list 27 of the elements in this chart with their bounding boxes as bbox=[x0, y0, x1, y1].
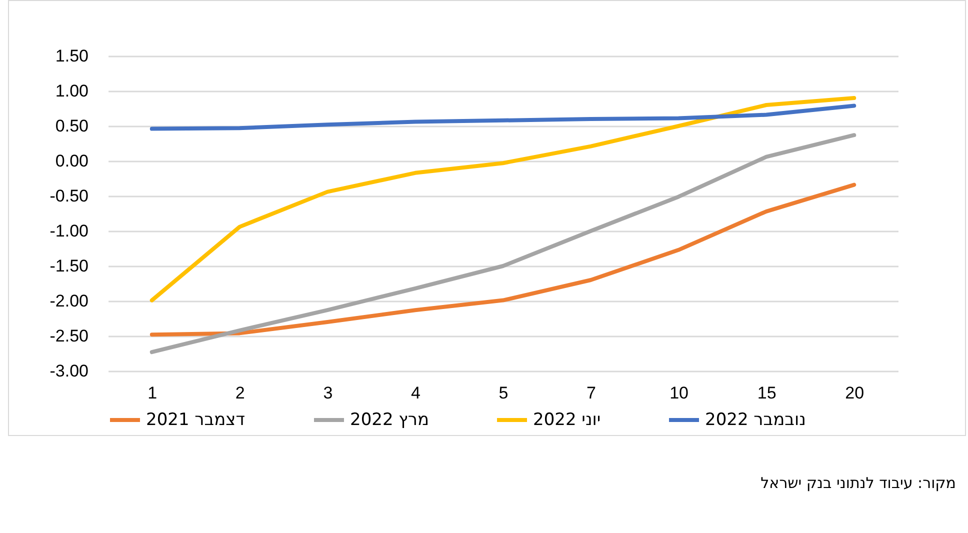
line-series bbox=[150, 96, 856, 302]
y-tick-label: 1.50 bbox=[55, 46, 88, 66]
y-tick-label: 1.00 bbox=[55, 82, 88, 100]
x-tick-label: 10 bbox=[670, 384, 689, 402]
line-series bbox=[150, 104, 856, 131]
legend-label: יוני 2022 bbox=[533, 410, 601, 430]
x-tick-label: 4 bbox=[410, 384, 420, 402]
line-series bbox=[150, 182, 856, 337]
text: מקור: עיבוד לנתוני בנק ישראל bbox=[760, 474, 956, 492]
x-tick-label: 7 bbox=[586, 384, 596, 402]
legend-label: דצמבר 2021 bbox=[146, 410, 246, 430]
x-tick-label: 5 bbox=[498, 384, 508, 402]
y-tick-label: -1.00 bbox=[50, 222, 88, 240]
x-tick-label: 1 bbox=[148, 384, 158, 402]
y-tick-label: -2.50 bbox=[50, 326, 88, 346]
y-tick-label: -3.00 bbox=[50, 362, 88, 380]
y-tick-label: 0.00 bbox=[55, 152, 88, 170]
y-tick-label: -2.00 bbox=[50, 292, 88, 310]
y-tick-label: 0.50 bbox=[55, 116, 88, 136]
line-series bbox=[150, 133, 856, 354]
x-tick-label: 20 bbox=[845, 384, 864, 402]
y-tick-label: -1.50 bbox=[50, 256, 88, 276]
legend-label: נובמבר 2022 bbox=[705, 410, 806, 430]
x-tick-label: 15 bbox=[757, 384, 776, 402]
x-tick-label: 3 bbox=[323, 384, 333, 402]
y-tick-label: -0.50 bbox=[50, 186, 88, 206]
x-tick-label: 2 bbox=[235, 384, 245, 402]
